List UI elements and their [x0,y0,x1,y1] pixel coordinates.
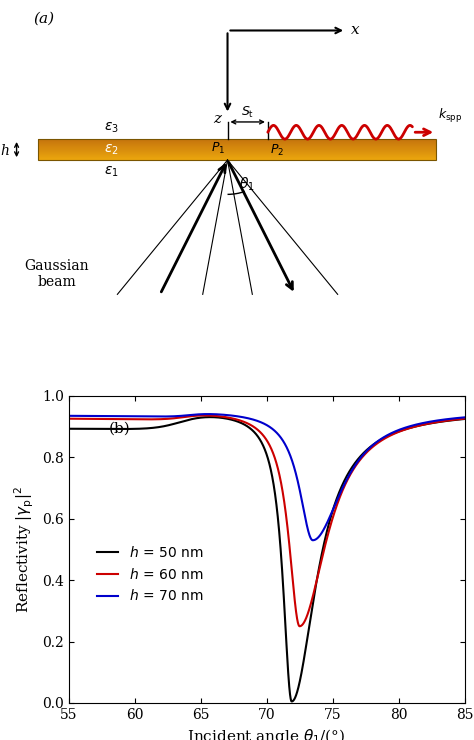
$h$ = 60 nm [217,412,223,421]
$h$ = 70 nm [310,536,316,545]
$h$ = 60 nm [361,451,367,460]
$h$ = 60 nm [297,622,302,630]
Line: $h$ = 50 nm: $h$ = 50 nm [69,417,465,702]
Line: $h$ = 60 nm: $h$ = 60 nm [69,415,465,626]
$h$ = 70 nm [323,520,329,529]
$h$ = 70 nm [138,412,144,421]
$h$ = 50 nm [361,448,367,457]
X-axis label: Incident angle $\theta_1$/(°): Incident angle $\theta_1$/(°) [188,727,346,740]
Bar [38,139,436,160]
$h$ = 60 nm [323,536,329,545]
Text: $k_{\rm spp}$: $k_{\rm spp}$ [438,107,463,125]
Text: $\varepsilon_3$: $\varepsilon_3$ [104,121,119,135]
$h$ = 50 nm [392,428,397,437]
Text: x: x [351,24,359,38]
$h$ = 60 nm [66,414,72,423]
Text: Gaussian
beam: Gaussian beam [25,258,89,289]
$h$ = 70 nm [303,518,309,527]
$h$ = 50 nm [138,424,144,433]
Legend: $h$ = 50 nm, $h$ = 60 nm, $h$ = 70 nm: $h$ = 50 nm, $h$ = 60 nm, $h$ = 70 nm [91,539,209,609]
$h$ = 60 nm [462,414,467,423]
$h$ = 50 nm [462,414,467,423]
$h$ = 60 nm [201,411,207,420]
$h$ = 50 nm [217,413,223,422]
Text: $P_1$: $P_1$ [211,141,225,156]
$h$ = 50 nm [323,530,329,539]
$h$ = 50 nm [207,413,213,422]
Text: $P_2$: $P_2$ [270,144,284,158]
$h$ = 70 nm [462,413,467,422]
$h$ = 60 nm [392,429,397,438]
$h$ = 50 nm [66,424,72,433]
Text: (a): (a) [33,12,55,26]
Text: $\theta_1$: $\theta_1$ [239,175,255,193]
$h$ = 50 nm [303,641,309,650]
Text: z: z [213,112,221,127]
$h$ = 70 nm [66,411,72,420]
$h$ = 70 nm [205,410,210,419]
Text: h: h [0,144,9,158]
Line: $h$ = 70 nm: $h$ = 70 nm [69,414,465,540]
$h$ = 70 nm [217,410,223,419]
Text: $S_{\rm t}$: $S_{\rm t}$ [241,105,254,121]
Text: $\varepsilon_2$: $\varepsilon_2$ [104,143,119,157]
$h$ = 70 nm [361,449,367,458]
$h$ = 50 nm [289,697,294,706]
$h$ = 60 nm [303,613,309,622]
Text: (b): (b) [108,422,130,436]
Text: $\varepsilon_1$: $\varepsilon_1$ [104,164,119,179]
$h$ = 70 nm [392,428,397,437]
Y-axis label: Reflectivity $|\gamma_{\rm p}|^2$: Reflectivity $|\gamma_{\rm p}|^2$ [13,486,36,613]
$h$ = 60 nm [138,415,144,424]
